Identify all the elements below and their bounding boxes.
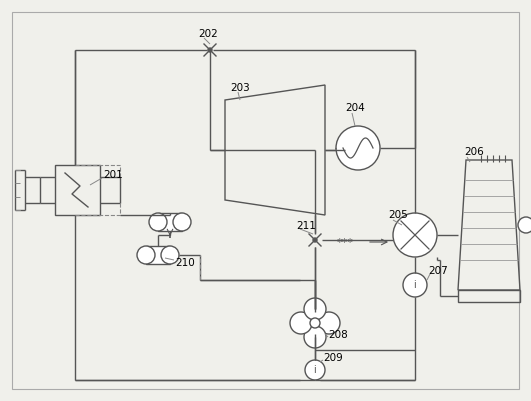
Circle shape [393, 213, 437, 257]
Circle shape [173, 213, 191, 231]
Circle shape [208, 48, 212, 52]
Text: 210: 210 [175, 258, 195, 268]
Circle shape [290, 312, 312, 334]
Bar [458, 290, 520, 302]
Text: 201: 201 [103, 170, 123, 180]
Text: 208: 208 [328, 330, 348, 340]
Bar [158, 213, 182, 231]
Text: 205: 205 [388, 210, 408, 220]
Circle shape [403, 273, 427, 297]
Circle shape [149, 213, 167, 231]
Text: 202: 202 [198, 29, 218, 39]
Text: i: i [314, 365, 316, 375]
Circle shape [137, 246, 155, 264]
Text: ***: *** [337, 238, 354, 248]
Text: i: i [414, 280, 416, 290]
Circle shape [318, 312, 340, 334]
Bar [55, 165, 100, 215]
Text: 211: 211 [296, 221, 316, 231]
Circle shape [304, 298, 326, 320]
Text: 204: 204 [345, 103, 365, 113]
Text: 203: 203 [230, 83, 250, 93]
Circle shape [161, 246, 179, 264]
Circle shape [518, 217, 531, 233]
Circle shape [304, 326, 326, 348]
Bar [146, 246, 170, 264]
Text: 207: 207 [428, 266, 448, 276]
Circle shape [305, 360, 325, 380]
Circle shape [336, 126, 380, 170]
Circle shape [310, 318, 320, 328]
Circle shape [313, 238, 317, 242]
Text: 209: 209 [323, 353, 342, 363]
Text: 206: 206 [464, 147, 484, 157]
